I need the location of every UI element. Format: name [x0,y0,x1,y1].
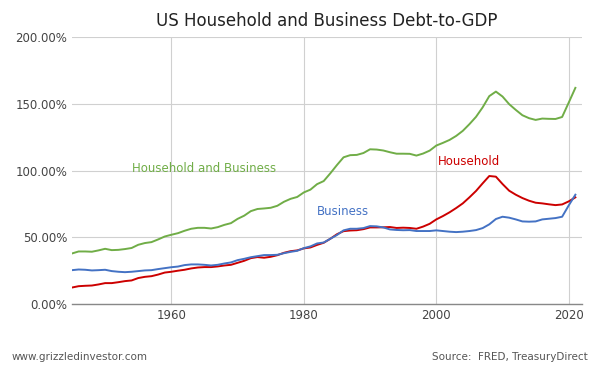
Text: Household: Household [438,155,500,168]
Title: US Household and Business Debt-to-GDP: US Household and Business Debt-to-GDP [156,12,498,30]
Text: www.grizzledinvestor.com: www.grizzledinvestor.com [12,352,148,362]
Text: Business: Business [317,205,369,218]
Text: Household and Business: Household and Business [133,162,277,175]
Text: Source:  FRED, TreasuryDirect: Source: FRED, TreasuryDirect [432,352,588,362]
